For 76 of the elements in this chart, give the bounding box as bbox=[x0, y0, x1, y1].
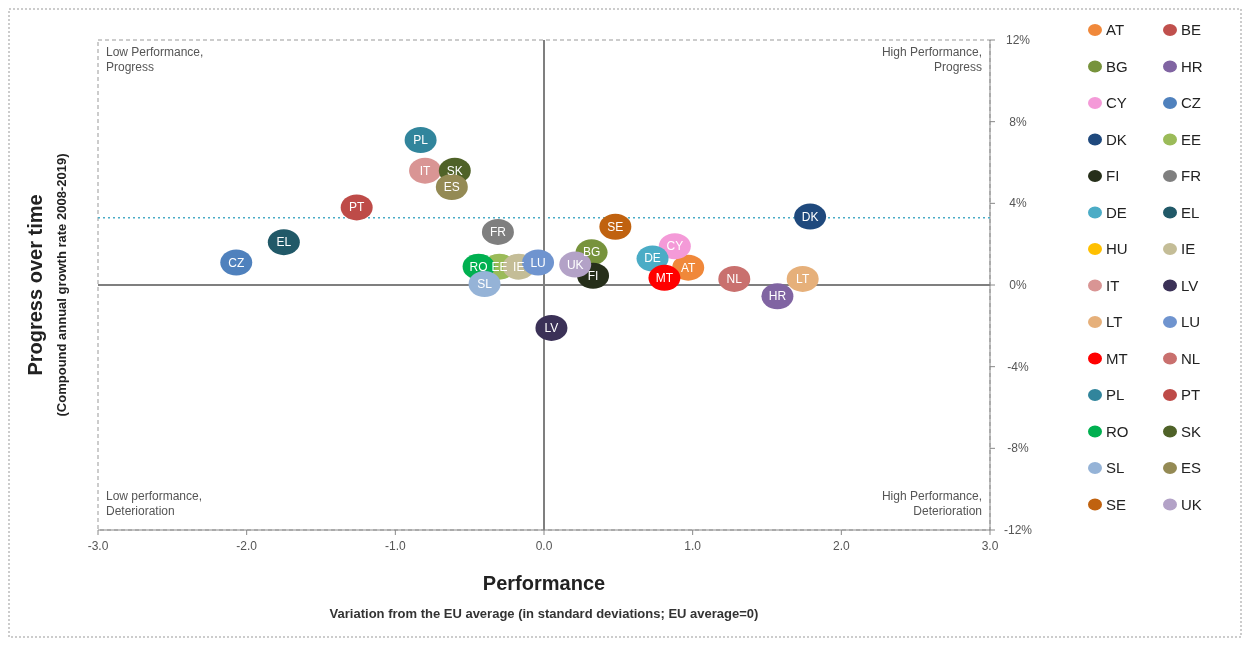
text: FR bbox=[489, 224, 506, 239]
legend-label: LV bbox=[1181, 276, 1199, 294]
y-tick-label: 0% bbox=[1009, 278, 1027, 292]
legend-label: DK bbox=[1106, 130, 1127, 148]
text: EL bbox=[276, 235, 292, 250]
text: Variation from the EU average (in standard deviations; EU average=0) bbox=[329, 606, 759, 621]
text: FI bbox=[587, 268, 599, 283]
text: BG bbox=[582, 245, 601, 260]
text: CY bbox=[666, 239, 684, 254]
y-tick-label: -4% bbox=[1007, 359, 1029, 374]
legend-label: ES bbox=[1181, 459, 1202, 476]
legend-label: SL bbox=[1106, 459, 1125, 476]
legend-label: LU bbox=[1181, 313, 1201, 330]
y-axis-title: Progress over time bbox=[24, 194, 46, 376]
text: SL bbox=[477, 276, 492, 291]
legend-label: NL bbox=[1181, 349, 1201, 367]
annotation: Low Performance, Progress bbox=[106, 45, 204, 74]
text: PT bbox=[349, 200, 365, 215]
legend-label: BE bbox=[1181, 21, 1202, 38]
text: AT bbox=[680, 260, 696, 275]
legend-label: SK bbox=[1181, 422, 1202, 440]
text: LV bbox=[544, 320, 559, 335]
legend-label: PL bbox=[1106, 386, 1125, 403]
text: LT bbox=[796, 271, 810, 286]
text: UK bbox=[566, 257, 584, 272]
legend-label: RO bbox=[1106, 422, 1129, 440]
legend-label: SE bbox=[1106, 495, 1127, 513]
annotation: Low performance, Deterioration bbox=[106, 489, 203, 518]
text: ES bbox=[443, 180, 460, 194]
legend-label: IT bbox=[1106, 276, 1120, 294]
legend-label: LT bbox=[1106, 313, 1123, 330]
legend-label: FR bbox=[1181, 167, 1202, 184]
y-tick-label: -8% bbox=[1007, 441, 1029, 456]
x-tick-label: 2.0 bbox=[832, 539, 850, 553]
legend-label: CZ bbox=[1181, 94, 1201, 111]
annotation: High Performance, Progress bbox=[881, 45, 982, 74]
text: PL bbox=[413, 133, 428, 148]
text: DK bbox=[801, 209, 819, 224]
x-tick-label: -3.0 bbox=[87, 539, 109, 553]
y-tick-label: 8% bbox=[1009, 114, 1027, 129]
x-tick-label: 1.0 bbox=[684, 539, 702, 553]
y-tick-label: -12% bbox=[1003, 523, 1033, 537]
legend-label: BG bbox=[1106, 57, 1128, 75]
legend-label: EE bbox=[1181, 130, 1202, 148]
text: RO bbox=[469, 259, 488, 274]
text: LU bbox=[530, 255, 546, 270]
text: DE bbox=[644, 251, 661, 266]
x-axis-title: Performance bbox=[482, 572, 606, 594]
x-tick-label: -1.0 bbox=[384, 539, 406, 553]
x-tick-label: 0.0 bbox=[535, 539, 553, 553]
x-tick-label: 3.0 bbox=[981, 539, 999, 553]
text: IT bbox=[419, 163, 431, 178]
text: HR bbox=[768, 289, 787, 304]
y-tick-label: 4% bbox=[1009, 196, 1027, 211]
legend-label: FI bbox=[1106, 167, 1120, 184]
legend-label: HR bbox=[1181, 57, 1203, 75]
text: IE bbox=[513, 259, 525, 274]
legend-label: MT bbox=[1106, 349, 1128, 367]
text: SK bbox=[446, 163, 463, 178]
point bbox=[409, 157, 442, 184]
y-tick-label: 12% bbox=[1005, 33, 1031, 47]
text: SE bbox=[607, 219, 624, 234]
x-tick-label: -2.0 bbox=[236, 539, 258, 553]
legend-label: DE bbox=[1106, 203, 1127, 221]
legend-label: EL bbox=[1181, 203, 1200, 221]
annotation: High Performance, Deterioration bbox=[881, 489, 982, 518]
text: CZ bbox=[228, 255, 245, 270]
text: NL bbox=[726, 271, 742, 286]
legend-label: CY bbox=[1106, 94, 1127, 111]
legend-label: PT bbox=[1181, 386, 1201, 403]
legend-label: HU bbox=[1106, 240, 1128, 257]
legend-label: AT bbox=[1106, 21, 1125, 38]
text: MT bbox=[655, 270, 674, 285]
text: (Compound annual growth rate 2008-2019) bbox=[54, 153, 69, 417]
legend-label: UK bbox=[1181, 495, 1202, 513]
legend-label: IE bbox=[1181, 240, 1196, 257]
